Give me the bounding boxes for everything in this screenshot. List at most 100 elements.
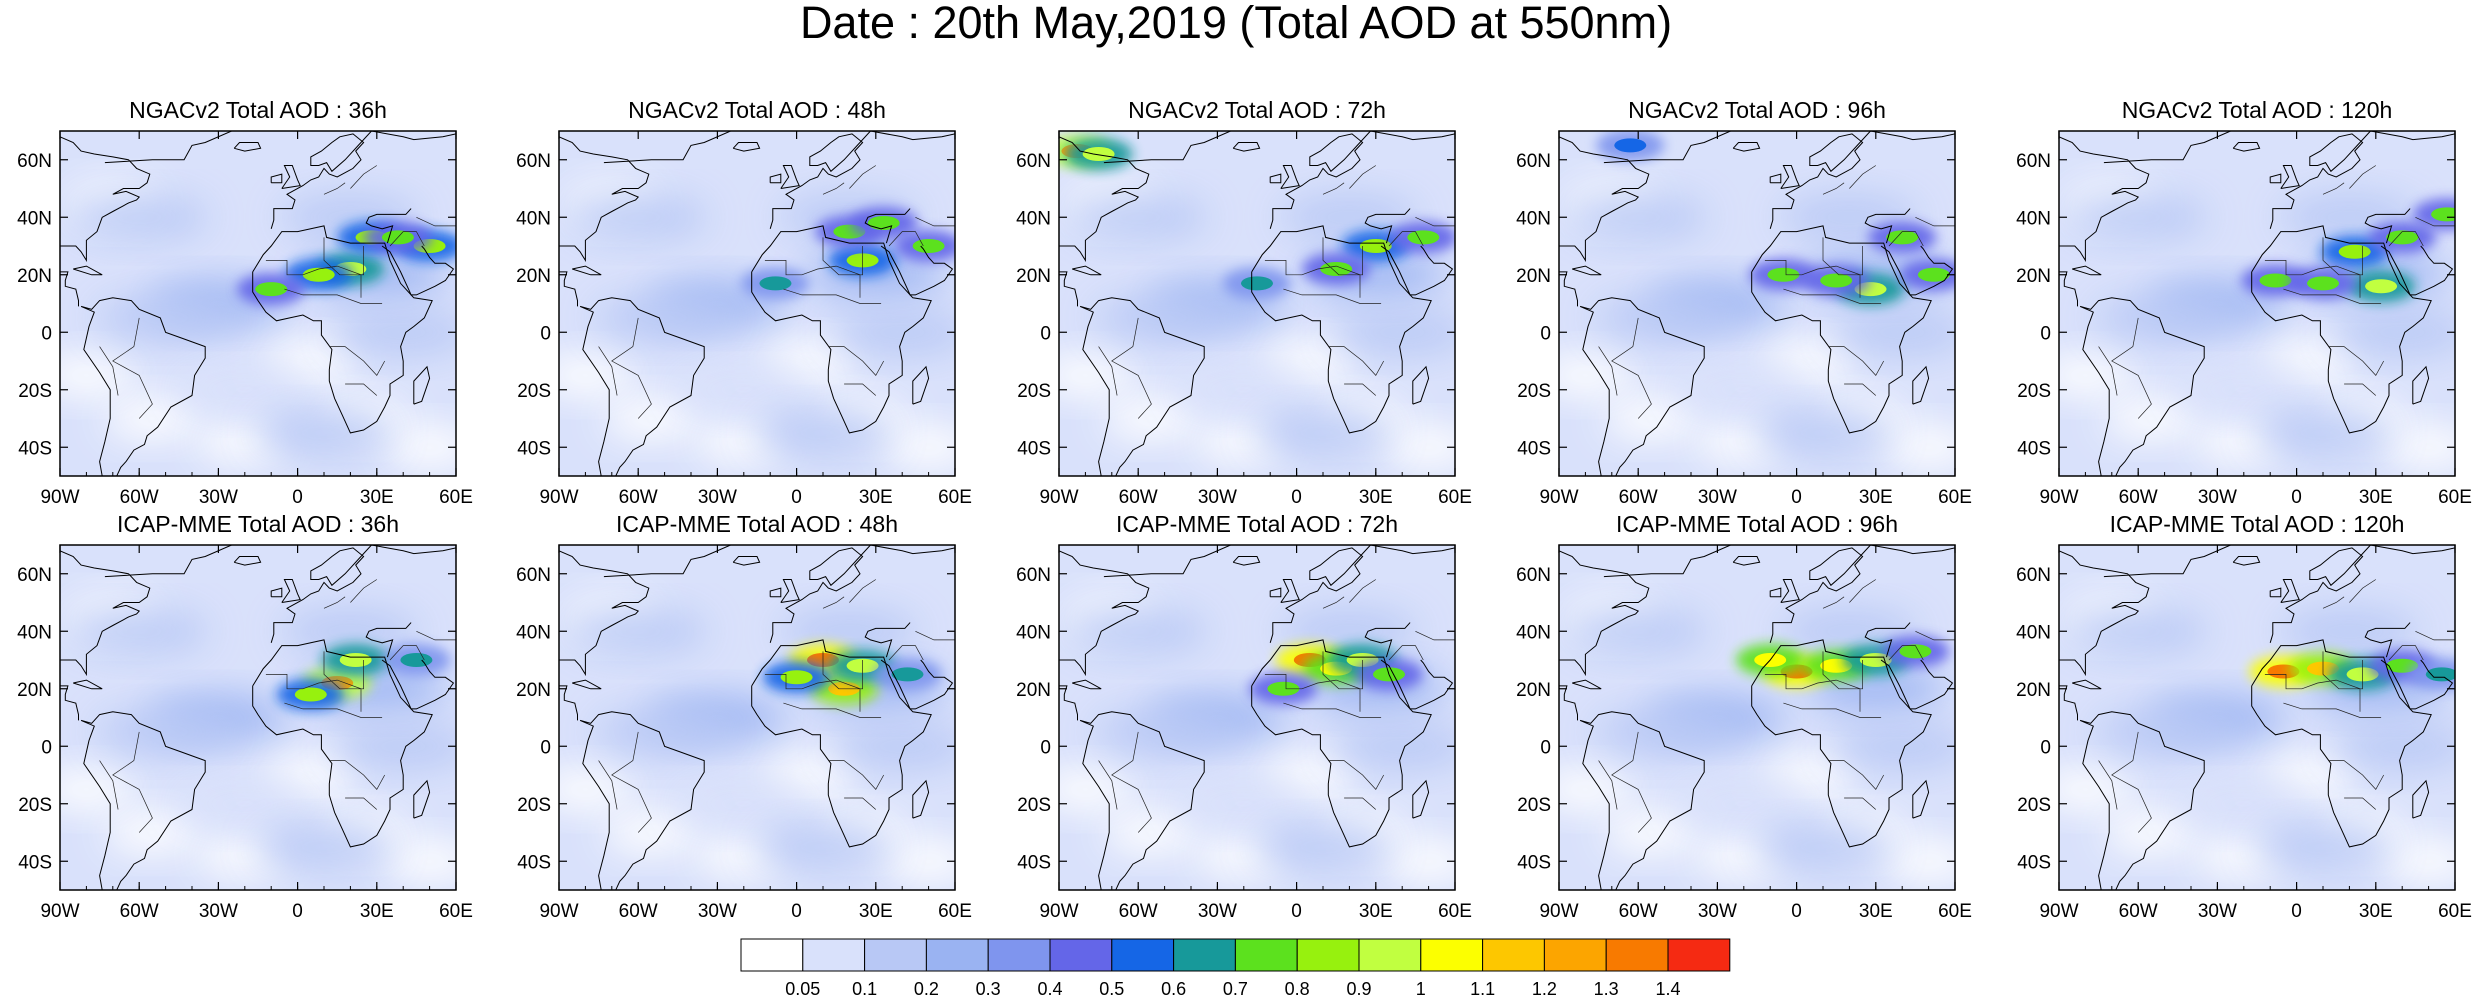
lon-tick-label: 30W bbox=[1698, 901, 1737, 922]
lat-tick-label: 20S bbox=[517, 381, 551, 402]
aod-field bbox=[60, 545, 456, 890]
coastline bbox=[2269, 545, 2455, 643]
lon-tick-label: 30W bbox=[698, 487, 737, 508]
lon-tick-label: 60W bbox=[120, 487, 159, 508]
country-border bbox=[2349, 165, 2376, 189]
coastline bbox=[1579, 297, 1705, 476]
coastline bbox=[2269, 173, 2282, 184]
country-border bbox=[822, 237, 863, 276]
aod-haze bbox=[753, 408, 893, 457]
country-border bbox=[345, 383, 378, 396]
coastline bbox=[1732, 142, 1761, 152]
colorbar-label: 1.4 bbox=[1655, 979, 1680, 995]
low-aod-patch bbox=[1380, 425, 1455, 470]
low-aod-patch bbox=[1059, 767, 1134, 812]
aod-haze bbox=[1753, 822, 1893, 871]
lon-tick-label: 0 bbox=[2291, 487, 2302, 508]
coastline bbox=[769, 131, 955, 229]
aod-haze bbox=[673, 779, 814, 828]
aod-field bbox=[1059, 131, 1455, 476]
country-border bbox=[1888, 645, 1924, 661]
aod-haze bbox=[2068, 193, 2209, 242]
lat-tick-label: 20N bbox=[1016, 680, 1051, 701]
lat-tick-label: 20S bbox=[18, 795, 52, 816]
low-aod-patch bbox=[2380, 839, 2455, 884]
map-frame bbox=[1058, 130, 1456, 477]
aod-plume bbox=[2365, 279, 2398, 294]
aod-plume bbox=[2307, 276, 2339, 291]
lon-tick-label: 30E bbox=[2359, 487, 2393, 508]
coastline bbox=[60, 550, 151, 677]
coastline bbox=[1559, 550, 1650, 677]
map-frame bbox=[59, 544, 457, 891]
map-frame bbox=[2058, 130, 2456, 477]
coastline bbox=[1780, 165, 1800, 189]
low-aod-patch bbox=[603, 810, 700, 855]
aod-haze bbox=[95, 293, 236, 342]
low-aod-patch bbox=[1059, 353, 1134, 398]
aod-plume bbox=[1767, 267, 1800, 282]
lon-tick-label: 90W bbox=[1539, 487, 1578, 508]
lon-tick-label: 30W bbox=[2198, 901, 2237, 922]
coastline bbox=[1769, 131, 1955, 229]
coastline bbox=[1880, 245, 1954, 296]
country-border bbox=[783, 288, 882, 304]
aod-haze bbox=[1832, 722, 1955, 771]
map-panel: ICAP-MME Total AOD : 96h 90W 60W 30W 0 30E 60E… bbox=[1516, 511, 1972, 922]
coastline bbox=[1780, 579, 1800, 603]
coastline bbox=[1103, 545, 1231, 578]
country-border bbox=[888, 645, 924, 661]
country-border bbox=[329, 346, 386, 376]
country-border bbox=[1111, 731, 1152, 833]
lon-tick-label: 90W bbox=[1039, 487, 1078, 508]
aod-haze bbox=[1332, 308, 1455, 357]
coastline bbox=[2380, 659, 2454, 710]
country-border bbox=[1111, 317, 1152, 419]
coastline bbox=[270, 587, 283, 598]
coastline bbox=[572, 679, 602, 690]
lat-tick-label: 40N bbox=[2016, 208, 2051, 229]
panel-title: NGACv2 Total AOD : 120h bbox=[2122, 97, 2393, 123]
colorbar-swatch bbox=[987, 938, 1051, 972]
low-aod-patch bbox=[104, 396, 201, 441]
coastline bbox=[880, 659, 954, 710]
map-panel: NGACv2 Total AOD : 36h 90W 60W 30W 0 30E 60E 60… bbox=[17, 97, 473, 508]
country-border bbox=[1611, 731, 1652, 833]
country-border bbox=[284, 288, 383, 304]
aod-plume bbox=[2386, 230, 2419, 245]
country-border bbox=[2322, 596, 2345, 609]
aod-haze bbox=[2173, 779, 2314, 828]
aod-haze bbox=[1594, 707, 1735, 756]
country-border bbox=[323, 182, 346, 195]
lon-tick-label: 30E bbox=[360, 487, 394, 508]
lon-tick-label: 60W bbox=[2119, 487, 2158, 508]
aod-haze bbox=[333, 722, 456, 771]
aod-field bbox=[2059, 131, 2455, 476]
lon-tick-label: 60E bbox=[439, 487, 473, 508]
country-border bbox=[350, 165, 377, 189]
country-border bbox=[389, 645, 425, 661]
low-aod-patch bbox=[104, 810, 201, 855]
colorbar-swatch bbox=[1667, 938, 1731, 972]
country-border bbox=[323, 237, 364, 276]
lon-tick-label: 30W bbox=[698, 901, 737, 922]
lat-tick-label: 60N bbox=[2016, 151, 2051, 172]
aod-haze bbox=[2332, 308, 2455, 357]
coastline bbox=[864, 208, 911, 244]
coastline bbox=[73, 679, 103, 690]
country-border bbox=[828, 760, 885, 790]
colorbar-swatch bbox=[802, 938, 866, 972]
country-border bbox=[2283, 288, 2382, 304]
country-border bbox=[2388, 645, 2424, 661]
coastline bbox=[1269, 587, 1282, 598]
country-border bbox=[1283, 288, 1382, 304]
aod-haze bbox=[594, 707, 735, 756]
low-aod-patch bbox=[381, 425, 456, 470]
country-border bbox=[1098, 760, 1118, 810]
colorbar-label: 0.1 bbox=[852, 979, 877, 995]
aod-plume bbox=[2259, 273, 2292, 288]
country-border bbox=[598, 760, 618, 810]
country-border bbox=[2111, 317, 2152, 419]
coastline bbox=[80, 711, 206, 890]
country-border bbox=[350, 579, 377, 603]
